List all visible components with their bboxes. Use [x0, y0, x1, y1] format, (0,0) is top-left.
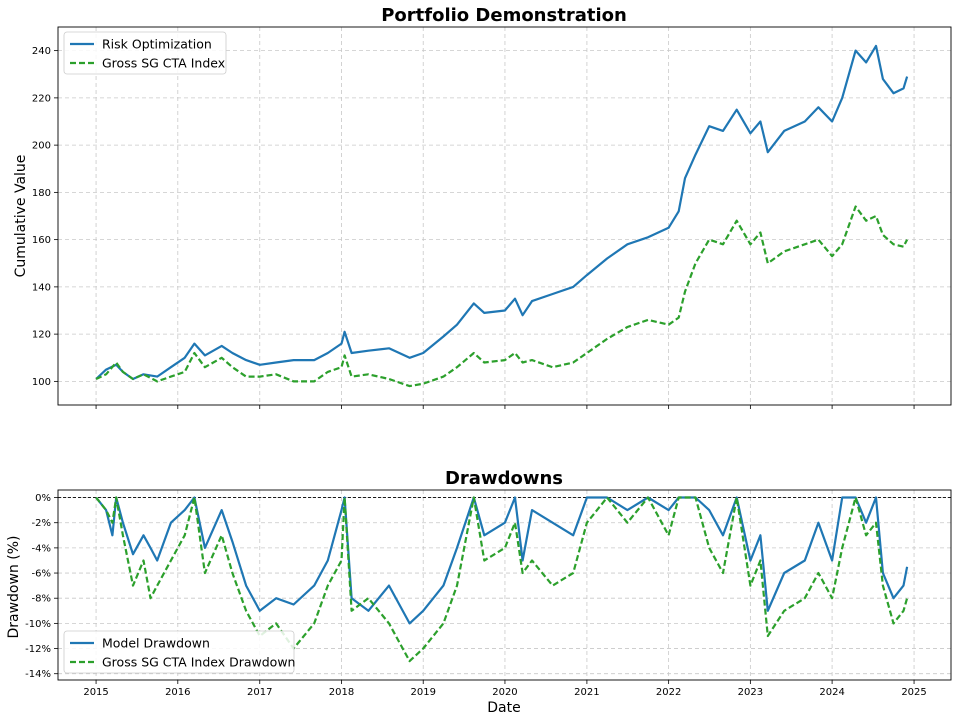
legend-label: Gross SG CTA Index — [102, 56, 225, 71]
series-line — [95, 205, 909, 388]
x-tick-label: 2015 — [83, 687, 108, 698]
axis-ticks: 100 120 140 160 180 200 220 240 — [32, 46, 915, 409]
y-axis-label: Cumulative Value — [13, 155, 29, 278]
y-tick-label: 180 — [32, 188, 51, 199]
y-tick-label: 200 — [32, 141, 51, 152]
plot-frame — [57, 26, 952, 406]
y-tick-label: -2% — [32, 518, 51, 529]
y-tick-label: -4% — [32, 543, 51, 554]
y-tick-label: 140 — [32, 282, 51, 293]
series-lines — [95, 44, 909, 388]
legend: Risk Optimization Gross SG CTA Index — [63, 31, 227, 75]
y-tick-label: 100 — [32, 377, 51, 388]
x-tick-label: 2021 — [574, 687, 599, 698]
legend-box — [63, 630, 295, 674]
drawdowns-panel: Drawdowns Drawdown (%) Date 0% -2% -4% -6% -… — [6, 468, 952, 716]
cumulative-value-panel: Portfolio Demonstration Cumulative Value… — [13, 5, 952, 409]
chart-title: Portfolio Demonstration — [381, 5, 627, 26]
y-tick-label: -10% — [25, 619, 51, 630]
y-tick-label: -12% — [25, 644, 51, 655]
y-tick-label: 240 — [32, 46, 51, 57]
plot-frame — [57, 489, 952, 681]
y-tick-label: 160 — [32, 235, 51, 246]
y-tick-label: 220 — [32, 93, 51, 104]
series-line — [95, 496, 909, 663]
series-line — [95, 496, 909, 625]
x-tick-label: 2017 — [247, 687, 272, 698]
y-tick-label: 0% — [35, 493, 51, 504]
y-tick-label: -6% — [32, 569, 51, 580]
axis-ticks: 0% -2% -4% -6% -8% -10% -12% -14% 2015 2016 2017 20… — [25, 493, 927, 698]
y-tick-label: -8% — [32, 594, 51, 605]
series-lines — [95, 496, 909, 663]
gridlines — [58, 27, 951, 405]
x-tick-label: 2025 — [901, 687, 926, 698]
y-tick-label: 120 — [32, 330, 51, 341]
chart-title: Drawdowns — [445, 468, 563, 489]
x-tick-label: 2020 — [492, 687, 517, 698]
x-tick-label: 2022 — [656, 687, 681, 698]
legend-box — [63, 31, 227, 75]
x-tick-label: 2018 — [329, 687, 354, 698]
x-tick-label: 2023 — [738, 687, 763, 698]
gridlines — [58, 490, 951, 680]
legend-label: Risk Optimization — [102, 37, 212, 52]
legend-label: Gross SG CTA Index Drawdown — [102, 655, 295, 670]
x-tick-label: 2019 — [410, 687, 435, 698]
legend-label: Model Drawdown — [102, 636, 210, 651]
x-tick-label: 2016 — [165, 687, 190, 698]
legend: Model Drawdown Gross SG CTA Index Drawdow… — [63, 630, 295, 674]
x-tick-label: 2024 — [819, 687, 844, 698]
y-axis-label: Drawdown (%) — [6, 535, 22, 638]
x-axis-label: Date — [487, 700, 520, 716]
y-tick-label: -14% — [25, 669, 51, 680]
series-line — [95, 44, 909, 381]
